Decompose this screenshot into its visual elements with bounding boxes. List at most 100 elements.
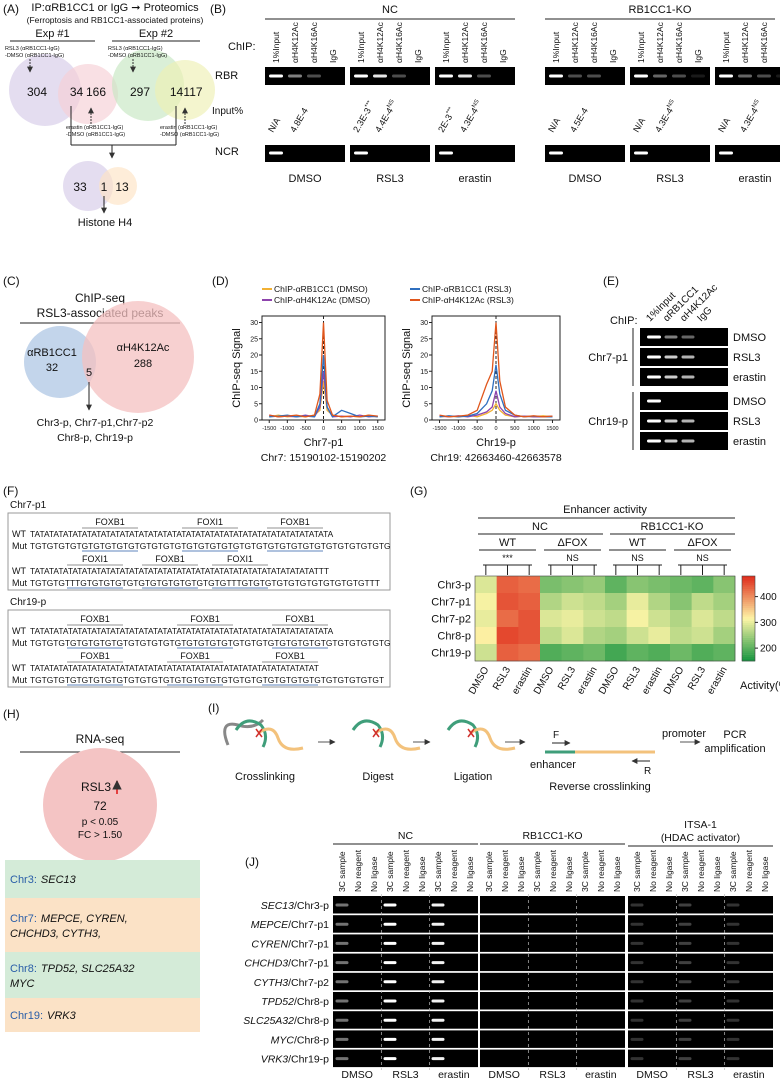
gel-band (647, 335, 661, 339)
stat: p < 0.05 (82, 817, 119, 828)
lane-label: 1%Input (721, 31, 731, 63)
gel (628, 1049, 773, 1068)
gel-band (383, 941, 397, 945)
gel-band (383, 1057, 397, 1061)
colorbar-step (742, 582, 755, 585)
row-label: CHCHD3/Chr7-p1 (244, 958, 329, 970)
row-label: ChIP: (610, 315, 638, 327)
result-label: PCR (723, 729, 746, 741)
x-tick-label: -1000 (451, 426, 465, 432)
gel-band (664, 375, 678, 379)
gene-line: Chr7: MEPCE, CYREN, (10, 913, 128, 925)
motif-label: FOXB1 (155, 554, 185, 564)
group-header: ITSA-1 (684, 819, 717, 831)
x-tick-label: 1000 (528, 426, 540, 432)
gel (350, 145, 430, 162)
y-tick-label: 5 (424, 401, 428, 408)
row-label: NCR (215, 146, 239, 158)
gel-band (383, 980, 397, 984)
panel-label: (C) (3, 274, 20, 288)
colorbar-step (742, 601, 755, 604)
gel-band (681, 335, 695, 339)
legend-entry: ChIP-αH4K12Ac (DMSO) (274, 295, 370, 305)
gel-band (354, 151, 368, 155)
motif-label: FOXI1 (227, 554, 253, 564)
gel-band (678, 961, 692, 965)
heatmap-cell (691, 593, 714, 611)
lane-label: No ligase (369, 856, 379, 892)
gel (333, 1030, 478, 1048)
heatmap-cell (496, 644, 519, 662)
column-label: DMSO (467, 665, 492, 697)
primer-label: R (644, 766, 651, 777)
lane-label: 1%Input (356, 31, 366, 63)
step-label: Ligation (454, 771, 493, 783)
y-tick-label: 0 (424, 418, 428, 425)
gene-box (5, 952, 200, 998)
gel-band (681, 355, 695, 359)
condition-label: RSL3 (733, 352, 761, 364)
colorbar-step (742, 639, 755, 643)
lane-label: No reagent (696, 849, 706, 892)
heatmap-cell (518, 627, 541, 645)
heatmap-cell (713, 610, 736, 628)
gel-band (678, 903, 692, 907)
y-tick-label: 20 (420, 353, 428, 360)
set-name: αH4K12Ac (117, 342, 170, 354)
y-tick-label: 5 (254, 401, 258, 408)
significance: *** (446, 106, 455, 116)
value-text: N/A (546, 116, 562, 134)
venn-note: -DMSO (αRB1CC1-IgG) (66, 132, 125, 138)
x-axis-label: Chr19-p (476, 437, 516, 449)
gel (480, 1030, 625, 1048)
gene-name: CHCHD3 (244, 958, 288, 970)
colorbar-step (742, 644, 755, 647)
gel (628, 972, 773, 991)
row-label: CYTH3/Chr7-p2 (254, 977, 329, 989)
lane-label: αH4K16Ac (759, 21, 769, 63)
gel-band (431, 999, 445, 1003)
condition-label: RSL3 (687, 1069, 713, 1081)
experiment-name: Exp #1 (35, 28, 69, 40)
gel-band (383, 961, 397, 965)
column-label: erastin (705, 665, 730, 696)
dna-strand (374, 727, 421, 751)
gel (350, 67, 430, 85)
colorbar-step (742, 578, 755, 581)
sequence: TATATATATATATATATATATATATATATATATATATATA… (30, 626, 334, 636)
value-text: 4.3E-4 (738, 106, 760, 134)
region-name: /Chr3-p (294, 900, 329, 912)
gel-band (335, 1018, 349, 1022)
row-label: ChIP: (228, 41, 256, 53)
gene-name: CYTH3 (254, 977, 289, 989)
colorbar-step (742, 648, 755, 651)
value-text: 4.3E-4 (458, 106, 480, 134)
gel-band (431, 961, 445, 965)
gel (628, 1030, 773, 1048)
row-label: TPD52/Chr8-p (261, 996, 329, 1008)
heatmap-cell (670, 593, 692, 611)
gel-band (664, 335, 678, 339)
column-label: RSL3 (686, 665, 708, 693)
gel (480, 1011, 625, 1029)
gel-band (383, 1037, 397, 1041)
colorbar-step (742, 588, 755, 592)
gel-band (647, 439, 661, 443)
condition-label: RSL3 (81, 780, 111, 794)
x-tick-label: -1000 (280, 426, 294, 432)
colorbar-step (742, 576, 755, 579)
experiment-name: Exp #2 (139, 28, 173, 40)
lane-label: No reagent (449, 849, 459, 892)
venn-circle (63, 161, 113, 211)
gel (480, 972, 625, 991)
gel-band (383, 999, 397, 1003)
gel (545, 67, 625, 85)
gel-band (678, 999, 692, 1003)
gene-name: VRK3 (261, 1054, 289, 1066)
panel-title: Enhancer activity (563, 504, 647, 516)
subgroup-header: ΔFOX (688, 537, 719, 549)
heatmap-cell (670, 576, 692, 594)
condition-label: RSL3 (733, 416, 761, 428)
panel-label: (I) (208, 701, 219, 715)
gel (640, 392, 728, 410)
